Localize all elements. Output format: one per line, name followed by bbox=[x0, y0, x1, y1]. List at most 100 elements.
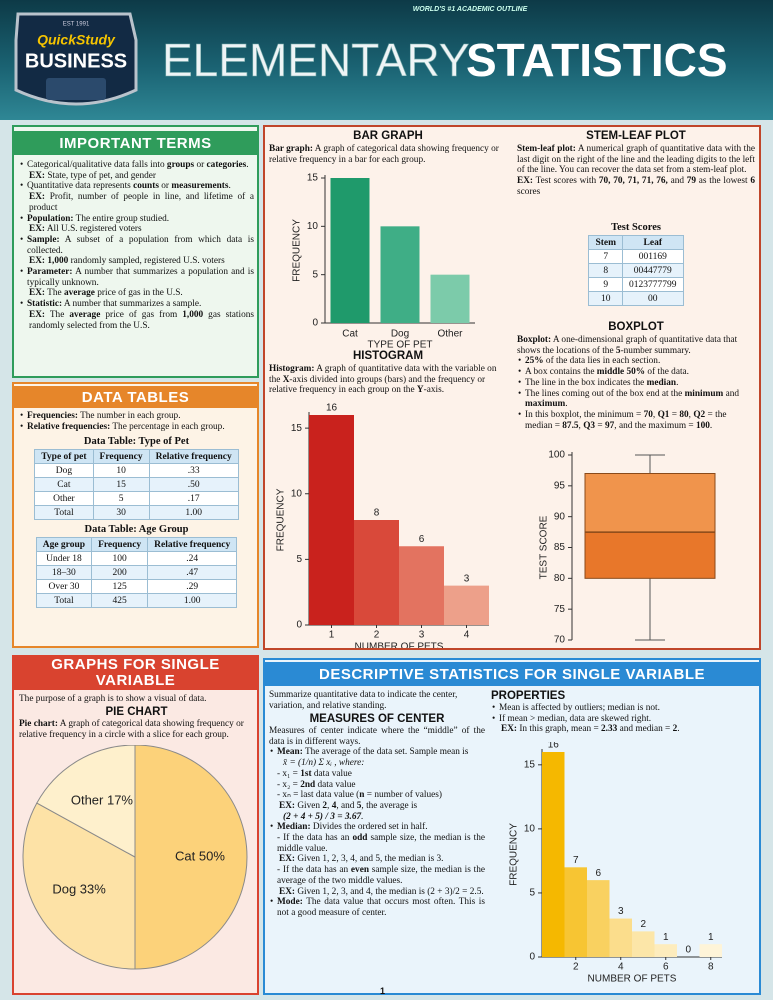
text: In this graph, mean = bbox=[517, 724, 602, 735]
text: In this boxplot, the minimum = bbox=[525, 409, 644, 420]
data-label: 1 bbox=[663, 932, 669, 943]
bar-chart: 0 5 10 15 FREQUENCY Cat Dog Other TYPE OF PET bbox=[292, 173, 475, 350]
text: If mean > median, data are skewed right. bbox=[499, 713, 652, 724]
bold-text: 1st bbox=[300, 768, 312, 779]
bold-text: 80 bbox=[679, 409, 689, 420]
logo-icon bbox=[46, 78, 106, 100]
x-axis-label: NUMBER OF PETS bbox=[355, 642, 444, 648]
slice-label: Cat 50% bbox=[175, 848, 225, 863]
bold-text: EX: bbox=[501, 724, 518, 735]
bold-text: Histogram: bbox=[269, 364, 315, 374]
text: . bbox=[676, 377, 679, 388]
bold-text: 2 bbox=[322, 800, 328, 811]
bar bbox=[587, 880, 610, 957]
bold-text: Population: bbox=[27, 213, 74, 224]
column-header: Frequency bbox=[91, 537, 149, 552]
header-row: Type of pet Frequency Relative frequency bbox=[34, 449, 239, 464]
list-item: Sample: A subset of a population from wh… bbox=[19, 235, 254, 256]
x-tick-label: 2 bbox=[374, 630, 380, 641]
text: as the lowest bbox=[696, 176, 751, 187]
section-header: IMPORTANT TERMS bbox=[14, 131, 257, 155]
list-item: The line in the box indicates the median… bbox=[517, 378, 755, 389]
bold-text: Pie chart: bbox=[19, 719, 58, 729]
bold-text: 6 bbox=[750, 176, 756, 187]
description: Histogram: A graph of quantitative data … bbox=[269, 364, 507, 396]
y-tick-label: 0 bbox=[312, 318, 318, 329]
text: A graph of categorical data showing freq… bbox=[269, 144, 499, 165]
x-tick-label: Dog bbox=[391, 329, 409, 340]
text: All U.S. registered voters bbox=[45, 224, 142, 235]
table: Age group Frequency Relative frequency Unde… bbox=[35, 537, 238, 608]
y-tick-label: 75 bbox=[554, 604, 566, 615]
data-tables-panel: DATA TABLES Frequencies: The number in e… bbox=[12, 382, 259, 648]
bar bbox=[699, 944, 722, 957]
text: of the data. bbox=[645, 367, 689, 378]
logo-brand: BUSINESS bbox=[25, 50, 127, 72]
table-cell: 125 bbox=[91, 579, 149, 594]
bold-text: Mode: bbox=[277, 897, 303, 908]
subheading: STEM-LEAF PLOT bbox=[586, 130, 686, 142]
bold-text: average bbox=[69, 309, 101, 320]
table-cell: Cat bbox=[34, 477, 94, 492]
text: - x₂ = bbox=[277, 779, 301, 790]
text: Mean is affected by outliers; median is … bbox=[499, 703, 660, 713]
y-tick-label: 10 bbox=[524, 824, 536, 835]
bold-text: 1,000 bbox=[182, 309, 204, 320]
subheading: BAR GRAPH bbox=[353, 130, 423, 142]
list-item: EX: All U.S. registered voters bbox=[19, 224, 254, 235]
y-tick-label: 15 bbox=[524, 759, 536, 770]
list-item: (2 + 4 + 5) / 3 = 3.67. bbox=[269, 812, 485, 823]
y-tick-label: 85 bbox=[554, 542, 566, 553]
text: Measures of center indicate where the “m… bbox=[269, 726, 485, 747]
pie-chart: Cat 50% Dog 33% Other 17% bbox=[22, 745, 248, 970]
text: and median = bbox=[617, 724, 673, 735]
bold-text: even bbox=[350, 865, 369, 876]
table-cell: 10 bbox=[588, 291, 624, 306]
list-item: EX: The average price of gas from 1,000 … bbox=[19, 310, 254, 331]
list-item: Mode: The data value that occurs most of… bbox=[269, 897, 485, 918]
bar bbox=[654, 944, 677, 957]
header-row: Age group Frequency Relative frequency bbox=[35, 537, 238, 552]
bold-text: 100 bbox=[695, 420, 710, 431]
slice-label: Other 17% bbox=[71, 793, 134, 808]
table-row: 8 00447779 bbox=[588, 263, 684, 278]
table-cell: .33 bbox=[148, 463, 239, 478]
text: A graph of quantitative data with the va… bbox=[269, 364, 497, 385]
list-item: Statistic: A number that summarizes a sa… bbox=[19, 299, 254, 310]
section-title: DATA TABLES bbox=[81, 389, 190, 406]
table: Type of pet Frequency Relative frequency Do… bbox=[34, 449, 239, 520]
definition-list: Frequencies: The number in each group.Re… bbox=[19, 411, 254, 432]
text: randomly sampled, registered U.S. voters bbox=[68, 256, 225, 267]
descriptive-panel: DESCRIPTIVE STATISTICS FOR SINGLE VARIAB… bbox=[263, 658, 761, 995]
header-row: Stem Leaf bbox=[588, 235, 684, 250]
bar bbox=[609, 918, 632, 957]
text: Quantitative data represents bbox=[27, 181, 134, 192]
text: A subset of a population from which data… bbox=[27, 234, 254, 256]
bold-text: EX: bbox=[29, 309, 46, 320]
bold-text: measurements bbox=[171, 181, 229, 192]
tables: Data Table: Type of Pet Type of pet Freque… bbox=[19, 432, 254, 608]
table-cell: 18–30 bbox=[35, 565, 93, 580]
table-cell: 9 bbox=[588, 277, 624, 292]
y-tick-label: 5 bbox=[296, 554, 302, 565]
description: Bar graph: A graph of categorical data s… bbox=[269, 144, 507, 165]
title-bold: STATISTICS bbox=[466, 34, 728, 86]
text: The bbox=[45, 288, 64, 299]
text: The data value that occurs most often. T… bbox=[277, 897, 485, 918]
text: , bbox=[578, 420, 584, 431]
text: price of gas from bbox=[100, 309, 183, 320]
data-label: 8 bbox=[374, 508, 380, 519]
data-label: 6 bbox=[595, 868, 601, 879]
bold-text: Q3 bbox=[583, 420, 596, 431]
bold-text: categories bbox=[206, 160, 247, 170]
table-cell: 1.00 bbox=[148, 505, 239, 520]
bold-text: Frequencies: bbox=[27, 411, 78, 421]
text: x̄ = (1/n) Σ xᵢ , where: bbox=[283, 758, 365, 769]
table-row: 10 00 bbox=[588, 291, 684, 306]
section-title: DESCRIPTIVE STATISTICS FOR SINGLE VARIAB… bbox=[318, 666, 706, 683]
text: A box contains the bbox=[525, 367, 597, 378]
y-tick-label: 15 bbox=[307, 173, 319, 184]
list-item: Quantitative data represents counts or m… bbox=[19, 181, 254, 192]
measures-list: Measures of center indicate where the “m… bbox=[269, 726, 485, 919]
